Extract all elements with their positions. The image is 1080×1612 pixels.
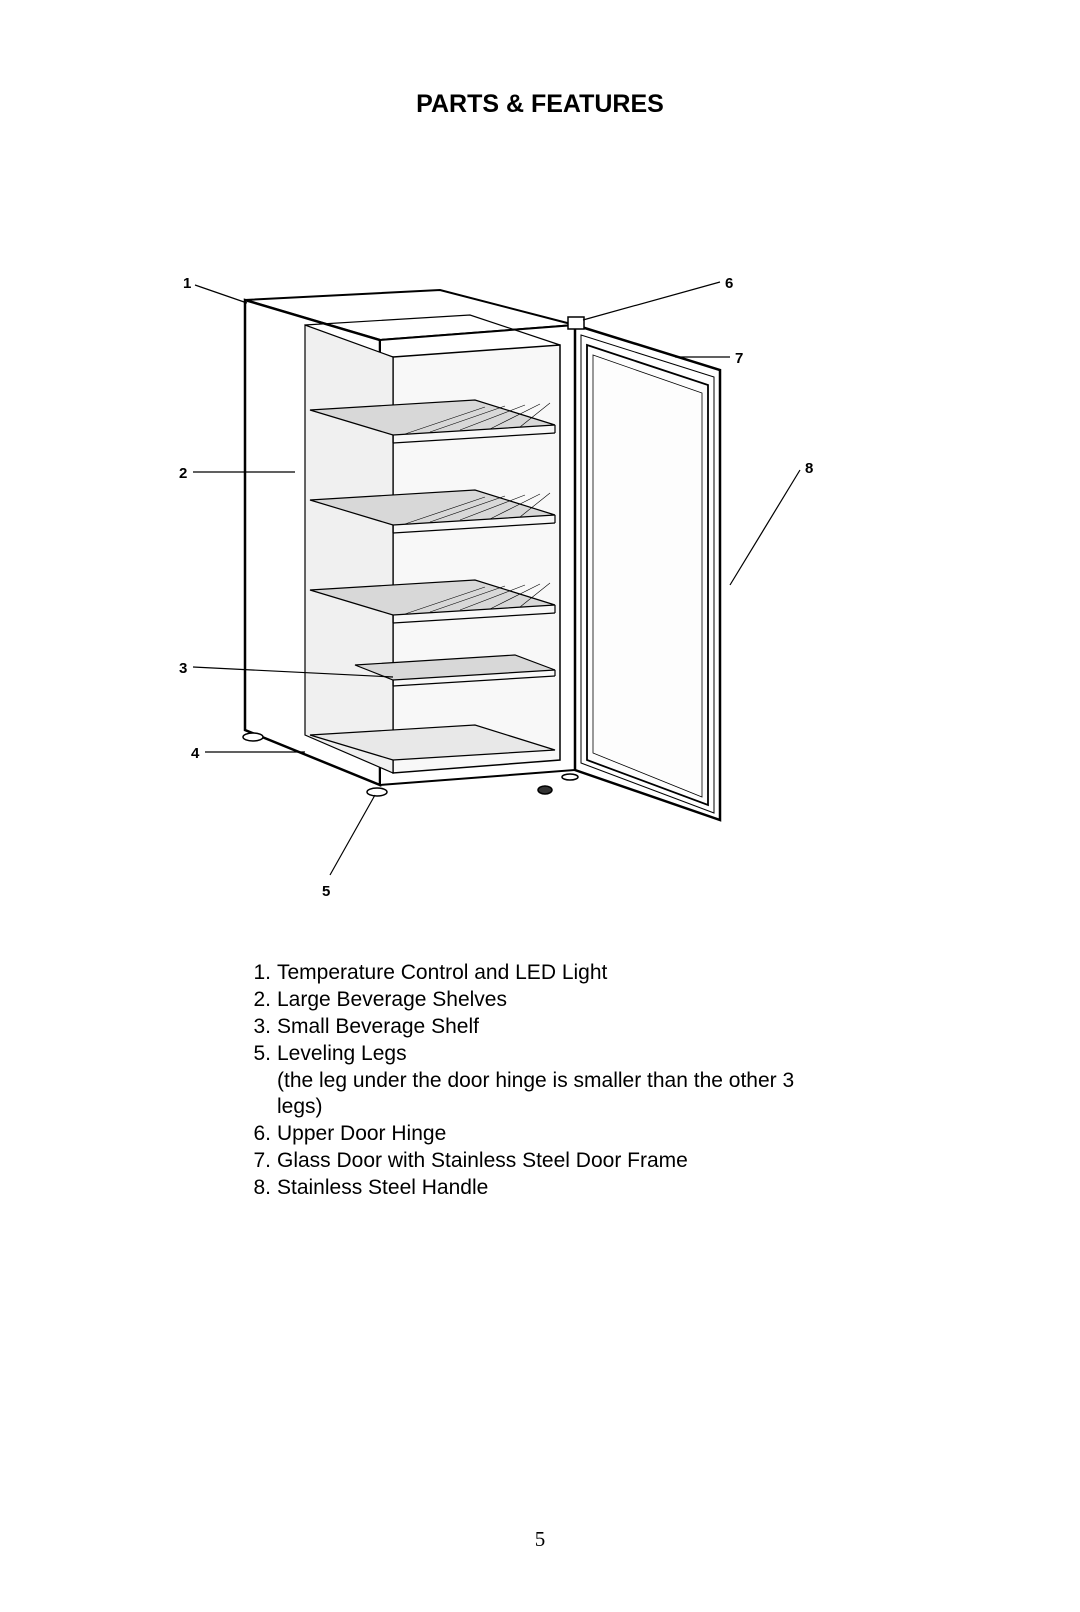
item-number: 8.: [245, 1175, 277, 1202]
item-label: Stainless Steel Handle: [277, 1175, 845, 1202]
callout-7: 7: [735, 350, 743, 367]
callout-1: 1: [183, 275, 191, 292]
item-label: Upper Door Hinge: [277, 1121, 845, 1148]
callout-3: 3: [179, 660, 187, 677]
callout-4: 4: [191, 745, 199, 762]
item-number: 6.: [245, 1121, 277, 1148]
list-item: 7.Glass Door with Stainless Steel Door F…: [245, 1148, 845, 1175]
item-number: 1.: [245, 960, 277, 987]
list-item: 8.Stainless Steel Handle: [245, 1175, 845, 1202]
callout-5: 5: [322, 883, 330, 900]
item-label: (the leg under the door hinge is smaller…: [277, 1068, 845, 1122]
list-item: 2.Large Beverage Shelves: [245, 987, 845, 1014]
appliance-illustration: [175, 265, 865, 895]
list-item: 5.Leveling Legs: [245, 1041, 845, 1068]
page-number: 5: [0, 1527, 1080, 1552]
list-item: (the leg under the door hinge is smaller…: [245, 1068, 845, 1122]
callout-2: 2: [179, 465, 187, 482]
page-title: PARTS & FEATURES: [0, 90, 1080, 119]
item-number: [245, 1068, 277, 1122]
parts-diagram: 1 2 3 4 5 6 7 8: [175, 265, 865, 895]
item-label: Glass Door with Stainless Steel Door Fra…: [277, 1148, 845, 1175]
item-number: 3.: [245, 1014, 277, 1041]
list-item: 6.Upper Door Hinge: [245, 1121, 845, 1148]
callout-6: 6: [725, 275, 733, 292]
list-item: 1.Temperature Control and LED Light: [245, 960, 845, 987]
item-label: Large Beverage Shelves: [277, 987, 845, 1014]
callout-8: 8: [805, 460, 813, 477]
list-item: 3.Small Beverage Shelf: [245, 1014, 845, 1041]
item-label: Small Beverage Shelf: [277, 1014, 845, 1041]
item-number: 7.: [245, 1148, 277, 1175]
item-label: Leveling Legs: [277, 1041, 845, 1068]
item-number: 5.: [245, 1041, 277, 1068]
parts-list: 1.Temperature Control and LED Light 2.La…: [245, 960, 845, 1202]
item-label: Temperature Control and LED Light: [277, 960, 845, 987]
item-number: 2.: [245, 987, 277, 1014]
